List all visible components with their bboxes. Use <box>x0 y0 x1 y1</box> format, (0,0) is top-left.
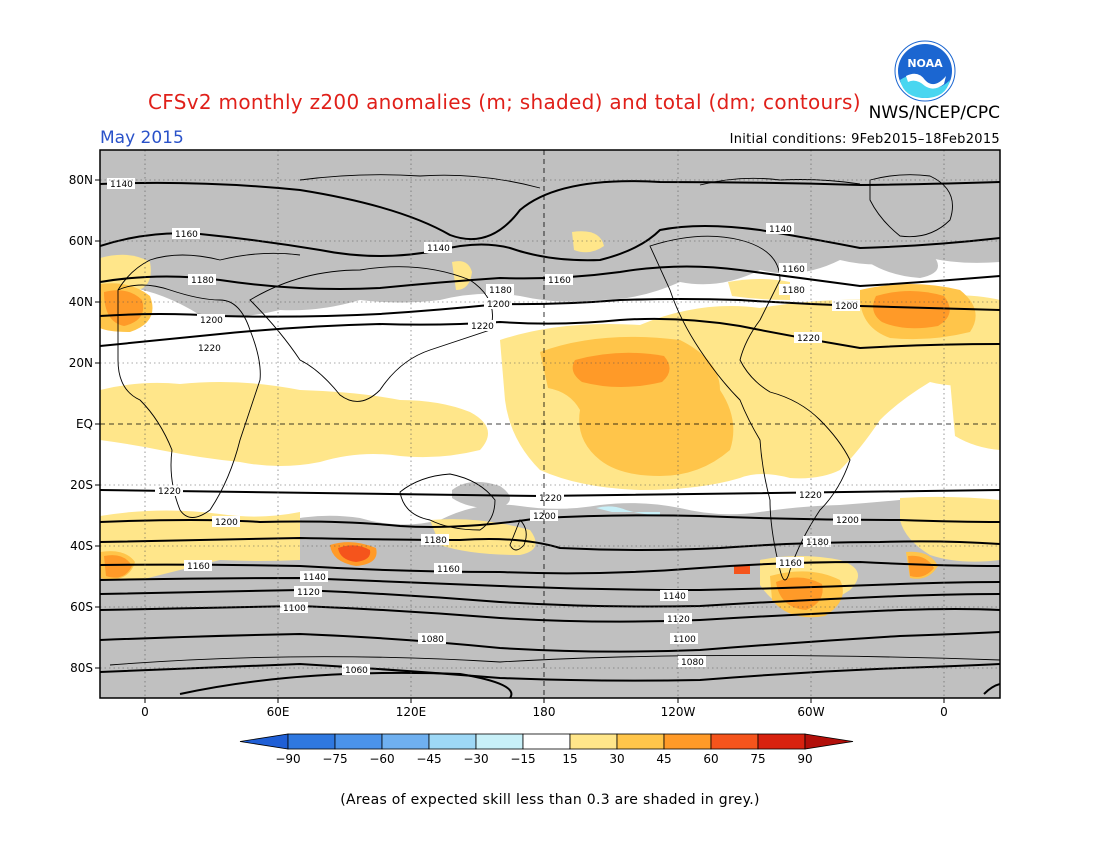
lon-label: 120E <box>396 705 427 719</box>
colorbar-swatch <box>287 733 336 750</box>
agency-label: NWS/NCEP/CPC <box>868 103 1000 123</box>
contour-label: 1180 <box>806 538 829 548</box>
contour-label: 1100 <box>673 635 696 645</box>
colorbar-swatch <box>569 733 618 750</box>
map-field: 1140 1160 1180 1200 1220 1140 1160 1180 … <box>100 150 1000 698</box>
equator-dateline <box>100 150 1000 698</box>
contour-labels: 1140 1160 1180 1200 1220 1140 1160 1180 … <box>107 178 861 676</box>
contour-label: 1180 <box>424 536 447 546</box>
longitude-labels: 0 60E 120E 180 120W 60W 0 <box>141 705 948 719</box>
lat-label: 40N <box>69 295 93 309</box>
lat-label: 60S <box>70 600 93 614</box>
colorbar-tick-label: 60 <box>703 752 718 766</box>
colorbar-swatch <box>522 733 571 750</box>
contour-label: 1080 <box>681 658 704 668</box>
contour-label: 1180 <box>489 286 512 296</box>
initial-conditions: Initial conditions: 9Feb2015–18Feb2015 <box>729 132 1000 147</box>
colorbar-swatch <box>475 733 524 750</box>
lat-label: 20S <box>70 478 93 492</box>
contour-label: 1220 <box>799 491 822 501</box>
colorbar-swatch <box>334 733 383 750</box>
lon-label: 120W <box>661 705 696 719</box>
contour-label: 1160 <box>175 230 198 240</box>
chart-title: CFSv2 monthly z200 anomalies (m; shaded)… <box>148 90 861 114</box>
contour-label: 1140 <box>427 244 450 254</box>
contour-label: 1220 <box>539 494 562 504</box>
noaa-logo-icon: NOAA <box>894 40 956 102</box>
latitude-ticks <box>95 179 100 669</box>
contour-label: 1180 <box>191 276 214 286</box>
lon-label: 180 <box>533 705 556 719</box>
contour-label: 1160 <box>548 276 571 286</box>
lon-label: 0 <box>940 705 948 719</box>
grid-lines <box>100 150 1000 698</box>
contour-label: 1160 <box>437 565 460 575</box>
contour-label: 1140 <box>110 180 133 190</box>
contour-label: 1140 <box>769 225 792 235</box>
lon-label: 60E <box>267 705 290 719</box>
colorbar-arrow-left <box>239 733 289 750</box>
lat-label: EQ <box>76 417 93 431</box>
colorbar-swatch <box>428 733 477 750</box>
colorbar-tick-label: −30 <box>463 752 488 766</box>
contour-label: 1100 <box>283 604 306 614</box>
contour-label: 1200 <box>836 516 859 526</box>
lon-label: 60W <box>797 705 824 719</box>
colorbar-tick-label: −60 <box>369 752 394 766</box>
lon-label: 0 <box>141 705 149 719</box>
longitude-ticks <box>144 698 945 703</box>
contour-label: 1140 <box>663 592 686 602</box>
colorbar-tick-label: −75 <box>322 752 347 766</box>
anomaly-60-75 <box>338 545 750 574</box>
contour-label: 1140 <box>303 573 326 583</box>
contour-label: 1120 <box>297 588 320 598</box>
colorbar-swatch <box>663 733 712 750</box>
colorbar-tick-label: −45 <box>416 752 441 766</box>
contour-label: 1200 <box>533 512 556 522</box>
contour-label: 1080 <box>421 635 444 645</box>
lat-label: 20N <box>69 356 93 370</box>
contour-label: 1120 <box>667 615 690 625</box>
colorbar-swatch <box>710 733 759 750</box>
contour-label: 1220 <box>158 487 181 497</box>
contour-label: 1160 <box>782 265 805 275</box>
colorbar-tick-label: 45 <box>656 752 671 766</box>
colorbar-swatch <box>381 733 430 750</box>
contour-label: 1220 <box>471 322 494 332</box>
lat-label: 80N <box>69 173 93 187</box>
colorbar-tick-label: 30 <box>609 752 624 766</box>
anomaly-negative <box>596 506 660 516</box>
colorbar-tick-label: 15 <box>562 752 577 766</box>
lat-label: 60N <box>69 234 93 248</box>
contour-label: 1220 <box>198 344 221 354</box>
lat-label: 80S <box>70 661 93 675</box>
contour-label: 1200 <box>835 302 858 312</box>
colorbar-tick-label: 90 <box>797 752 812 766</box>
colorbar-swatch <box>757 733 806 750</box>
contour-label: 1220 <box>797 334 820 344</box>
contour-label: 1200 <box>487 300 510 310</box>
colorbar-tick-label: 75 <box>750 752 765 766</box>
contour-label: 1200 <box>215 518 238 528</box>
forecast-period: May 2015 <box>100 128 184 148</box>
contour-label: 1160 <box>187 562 210 572</box>
footnote: (Areas of expected skill less than 0.3 a… <box>340 792 760 808</box>
colorbar-swatch <box>616 733 665 750</box>
logo-text: NOAA <box>907 57 943 70</box>
coastlines <box>109 174 1000 666</box>
contour-label: 1060 <box>345 666 368 676</box>
contour-label: 1180 <box>782 286 805 296</box>
colorbar-tick-label: −90 <box>275 752 300 766</box>
colorbar-arrow-right <box>804 733 854 750</box>
colorbar-tick-label: −15 <box>510 752 535 766</box>
contour-label: 1200 <box>200 316 223 326</box>
latitude-labels: 80N 60N 40N 20N EQ 20S 40S 60S 80S <box>69 173 93 675</box>
contour-label: 1160 <box>779 559 802 569</box>
colorbar: −90 −75 −60 −45 −30 −15 15 30 45 60 75 90 <box>239 733 854 766</box>
lat-label: 40S <box>70 539 93 553</box>
